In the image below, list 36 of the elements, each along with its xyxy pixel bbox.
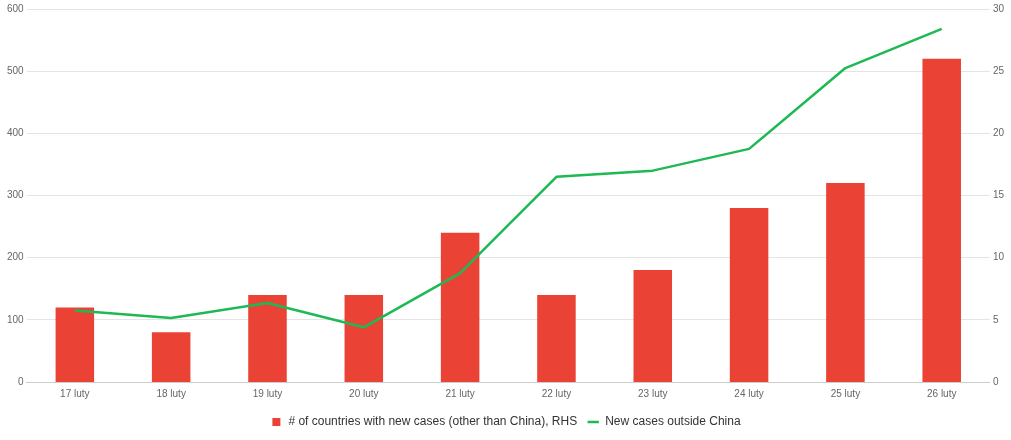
y-tick-label: 600 xyxy=(7,2,25,14)
bar xyxy=(151,332,191,382)
y2-tick-label: 30 xyxy=(992,2,1005,14)
y-tick-label: 500 xyxy=(7,64,25,76)
x-tick-label: 26 luty xyxy=(926,387,957,399)
x-tick-label: 20 luty xyxy=(349,387,379,399)
y2-tick-label: 15 xyxy=(992,189,1005,201)
bar xyxy=(826,183,865,382)
x-tick-label: 22 luty xyxy=(541,387,572,399)
y-tick-label: 0 xyxy=(18,375,25,387)
legend-label: New cases outside China xyxy=(605,414,741,429)
bar xyxy=(922,58,961,382)
y2-tick-label: 10 xyxy=(992,251,1005,263)
x-tick-label: 18 luty xyxy=(156,387,186,399)
x-tick-label: 25 luty xyxy=(830,387,861,399)
bar xyxy=(440,232,480,382)
x-tick-label: 19 luty xyxy=(252,387,283,399)
y2-tick-label: 25 xyxy=(992,64,1005,76)
x-tick-label: 21 luty xyxy=(445,387,475,399)
y-tick-label: 100 xyxy=(7,313,25,325)
y2-tick-label: 5 xyxy=(992,313,999,325)
x-tick-label: 23 luty xyxy=(638,387,668,399)
bar xyxy=(537,294,576,382)
legend-label: # of countries with new cases (other than China), RHS xyxy=(288,414,578,429)
y2-tick-label: 0 xyxy=(992,375,999,387)
y-tick-label: 300 xyxy=(7,189,25,201)
x-tick-label: 24 luty xyxy=(734,387,764,399)
bar xyxy=(344,294,384,382)
x-tick-label: 17 luty xyxy=(60,387,90,399)
y2-tick-label: 20 xyxy=(992,127,1005,139)
y-tick-label: 200 xyxy=(7,251,25,263)
bar xyxy=(729,207,769,382)
bar xyxy=(248,294,287,382)
y-tick-label: 400 xyxy=(7,127,25,139)
bar xyxy=(633,270,673,382)
bar xyxy=(55,307,95,382)
